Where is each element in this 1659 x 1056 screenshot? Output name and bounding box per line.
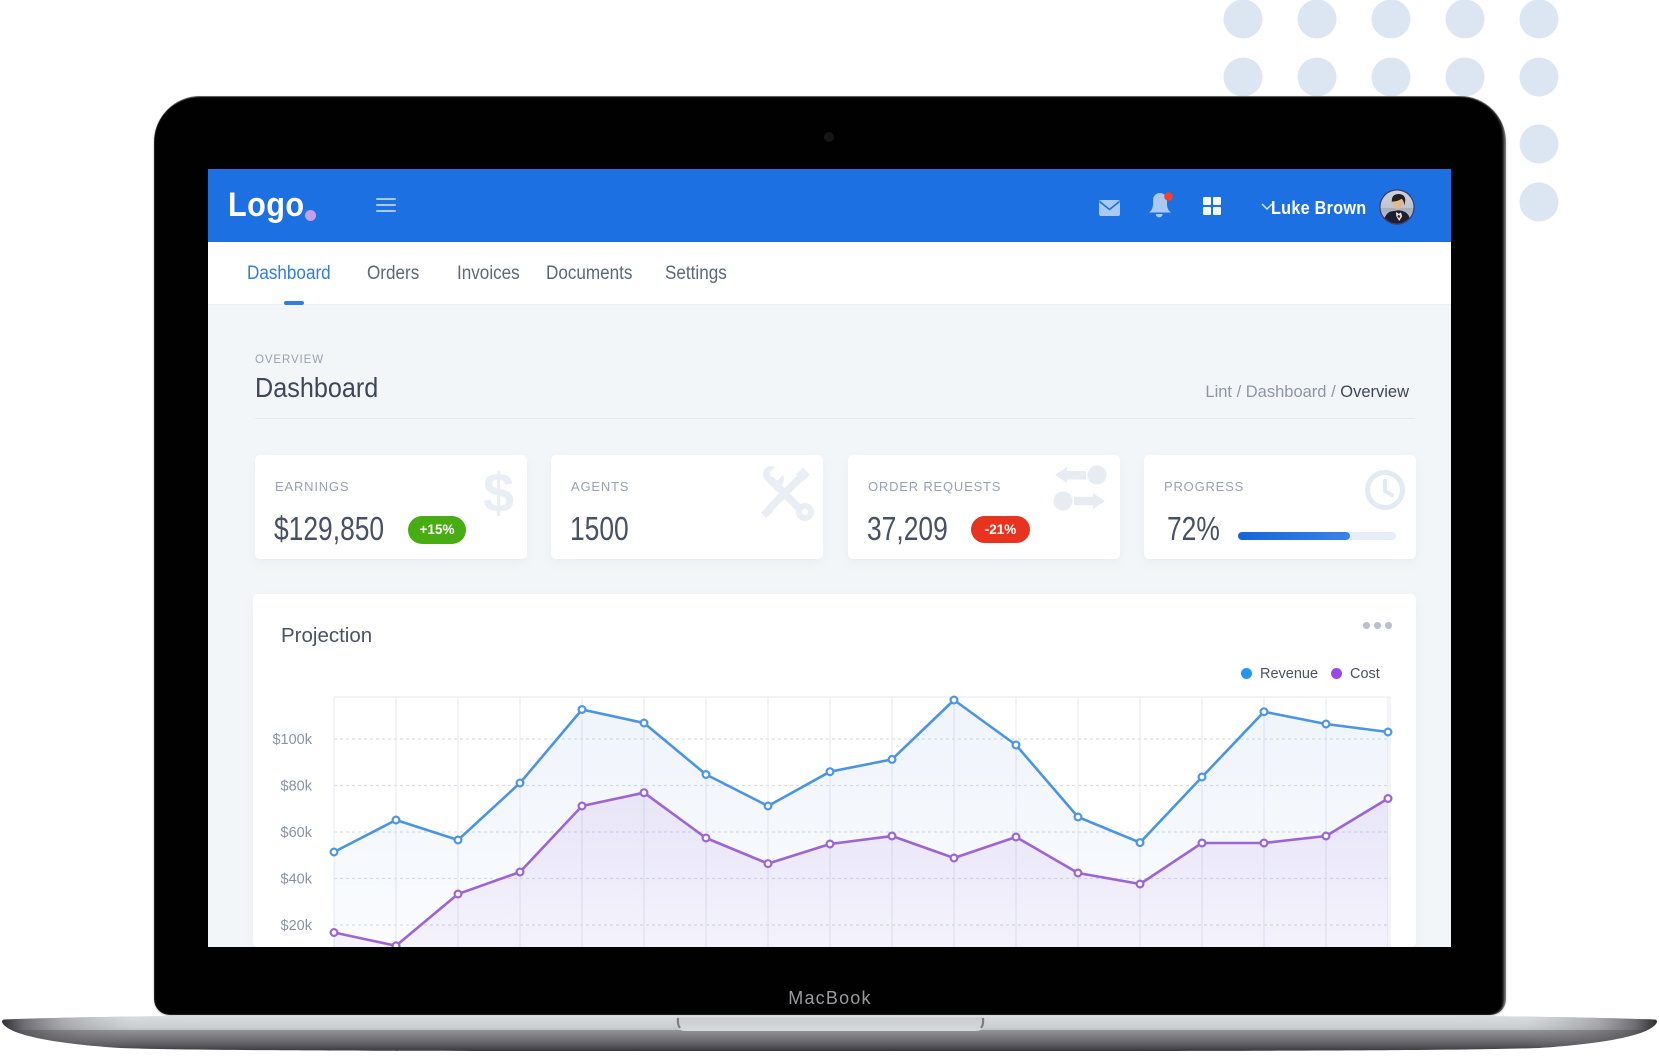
svg-text:$40k: $40k <box>281 872 313 888</box>
svg-text:$80k: $80k <box>281 779 313 795</box>
svg-text:$100k: $100k <box>272 732 312 748</box>
svg-text:$60k: $60k <box>281 825 313 841</box>
svg-text:$20k: $20k <box>281 918 313 934</box>
